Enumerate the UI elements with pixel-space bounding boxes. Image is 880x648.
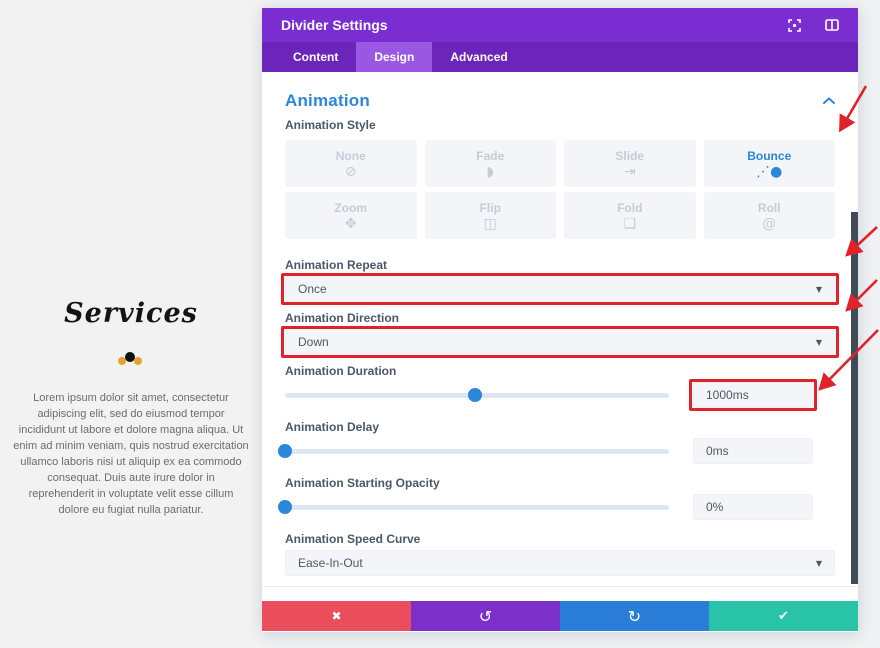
animation-style-option-fold[interactable]: Fold ❏ (564, 192, 696, 239)
animation-duration-slider[interactable] (285, 382, 669, 408)
flip-icon: ◫ (483, 215, 497, 232)
animation-duration-label: Animation Duration (285, 364, 397, 378)
animation-style-option-flip[interactable]: Flip ◫ (424, 192, 556, 239)
undo-icon: ↺ (478, 606, 493, 626)
tab-design[interactable]: Design (356, 42, 433, 72)
slider-thumb[interactable] (468, 388, 483, 402)
animation-repeat-value: Once (298, 282, 327, 296)
none-icon: ⊘ (344, 163, 357, 180)
divider-settings-modal: Divider Settings Content Design Advanced… (262, 8, 858, 632)
check-icon: ✔ (778, 608, 789, 624)
animation-speed-curve-label: Animation Speed Curve (285, 532, 421, 546)
dropdown-caret-icon: ▼ (815, 337, 822, 347)
split-view-icon[interactable] (825, 19, 839, 31)
animation-style-option-bounce[interactable]: Bounce ⋰● (703, 140, 835, 187)
collapse-section-icon[interactable] (823, 92, 835, 110)
animation-delay-slider[interactable] (278, 438, 669, 464)
roll-icon: @ (762, 215, 777, 232)
slider-thumb[interactable] (278, 500, 292, 514)
undo-button[interactable]: ↺ (411, 601, 560, 631)
modal-header: Divider Settings (262, 8, 858, 42)
tab-content[interactable]: Content (293, 50, 339, 64)
animation-starting-opacity-value[interactable]: 0% (693, 494, 813, 520)
dropdown-caret-icon: ▼ (815, 284, 822, 294)
animation-delay-value[interactable]: 0ms (693, 438, 813, 464)
lorem-paragraph: Lorem ipsum dolor sit amet, consectetur … (13, 392, 249, 516)
animation-style-option-none[interactable]: None ⊘ (285, 140, 417, 187)
modal-body: Animation Animation Style None ⊘ Fade ◗ … (262, 72, 858, 587)
page-preview-panel: Services Lorem ipsum dolor sit amet, con… (0, 0, 262, 648)
slider-track (285, 449, 669, 454)
bounce-icon: ⋰● (756, 163, 783, 180)
animation-style-label: Animation Style (285, 118, 376, 132)
tab-bar: Content Design Advanced (262, 42, 858, 72)
animation-style-option-slide[interactable]: Slide ⇥ (564, 140, 696, 187)
dot-left (118, 357, 126, 365)
animation-delay-label: Animation Delay (285, 420, 380, 434)
animation-direction-label: Animation Direction (285, 311, 400, 325)
animation-duration-value[interactable]: 1000ms (689, 379, 817, 411)
zoom-icon: ✥ (344, 215, 357, 232)
animation-style-option-fade[interactable]: Fade ◗ (424, 140, 556, 187)
cancel-button[interactable]: ✖ (262, 601, 411, 631)
modal-scrollbar[interactable] (851, 212, 858, 584)
section-title-animation: Animation (285, 91, 370, 110)
animation-style-option-roll[interactable]: Roll @ (703, 192, 835, 239)
services-heading: Services (64, 298, 198, 329)
expand-modal-icon[interactable] (788, 18, 801, 32)
dot-center (125, 352, 135, 362)
animation-direction-select[interactable]: Down ▼ (281, 326, 839, 358)
fade-icon: ◗ (486, 163, 494, 180)
slide-icon: ⇥ (623, 163, 636, 180)
tab-advanced[interactable]: Advanced (450, 50, 508, 64)
animation-direction-value: Down (298, 335, 329, 349)
animation-repeat-select[interactable]: Once ▼ (281, 273, 839, 305)
animation-style-grid: None ⊘ Fade ◗ Slide ⇥ Bounce ⋰● Zoom ✥ (285, 140, 835, 239)
dropdown-caret-icon: ▼ (815, 558, 822, 568)
modal-title: Divider Settings (281, 17, 388, 33)
slider-track (285, 505, 669, 510)
redo-icon: ↻ (627, 606, 642, 626)
fold-icon: ❏ (623, 215, 637, 232)
dot-right (134, 357, 142, 365)
redo-button[interactable]: ↻ (560, 601, 709, 631)
animation-speed-curve-select[interactable]: Ease-In-Out ▼ (285, 550, 835, 576)
save-button[interactable]: ✔ (709, 601, 858, 631)
footer-buttons: ✖ ↺ ↻ ✔ (262, 601, 858, 631)
divider-dots-icon (117, 351, 145, 366)
x-icon: ✖ (331, 609, 342, 623)
slider-thumb[interactable] (278, 444, 292, 458)
animation-style-option-zoom[interactable]: Zoom ✥ (285, 192, 417, 239)
animation-starting-opacity-label: Animation Starting Opacity (285, 476, 440, 490)
animation-speed-curve-value: Ease-In-Out (298, 556, 363, 570)
animation-starting-opacity-slider[interactable] (278, 494, 669, 520)
footer-gap (262, 587, 858, 601)
animation-repeat-label: Animation Repeat (285, 258, 388, 272)
